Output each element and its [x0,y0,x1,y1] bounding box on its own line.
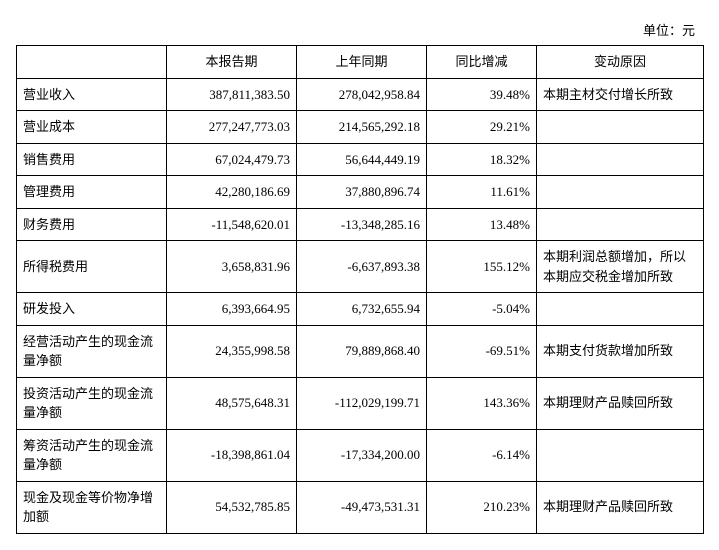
row-label: 营业收入 [17,78,167,111]
row-label: 现金及现金等价物净增加额 [17,481,167,533]
row-label: 营业成本 [17,111,167,144]
row-label: 所得税费用 [17,241,167,293]
cell-reason [537,293,704,326]
cell-reason: 本期理财产品赎回所致 [537,377,704,429]
cell-reason [537,143,704,176]
cell-pct: 11.61% [427,176,537,209]
row-label: 经营活动产生的现金流量净额 [17,325,167,377]
row-label: 研发投入 [17,293,167,326]
cell-current: 6,393,664.95 [167,293,297,326]
cell-current: 54,532,785.85 [167,481,297,533]
table-row: 投资活动产生的现金流量净额48,575,648.31-112,029,199.7… [17,377,704,429]
cell-prev: -13,348,285.16 [297,208,427,241]
cell-prev: 278,042,958.84 [297,78,427,111]
cell-reason: 本期支付货款增加所致 [537,325,704,377]
cell-current: -18,398,861.04 [167,429,297,481]
cell-current: 387,811,383.50 [167,78,297,111]
cell-pct: 155.12% [427,241,537,293]
cell-reason: 本期理财产品赎回所致 [537,481,704,533]
table-wrapper: 单位：元 本报告期 上年同期 同比增减 变动原因 营业收入387,811,383… [16,16,703,534]
unit-label: 单位：元 [16,16,703,45]
cell-current: 67,024,479.73 [167,143,297,176]
row-label: 销售费用 [17,143,167,176]
cell-prev: -49,473,531.31 [297,481,427,533]
cell-prev: 6,732,655.94 [297,293,427,326]
table-row: 营业成本277,247,773.03214,565,292.1829.21% [17,111,704,144]
cell-reason [537,111,704,144]
cell-pct: -69.51% [427,325,537,377]
table-row: 现金及现金等价物净增加额54,532,785.85-49,473,531.312… [17,481,704,533]
cell-pct: 39.48% [427,78,537,111]
cell-current: 24,355,998.58 [167,325,297,377]
col-header-reason: 变动原因 [537,46,704,79]
row-label: 财务费用 [17,208,167,241]
cell-pct: 29.21% [427,111,537,144]
cell-prev: 79,889,868.40 [297,325,427,377]
cell-prev: -6,637,893.38 [297,241,427,293]
cell-reason: 本期主材交付增长所致 [537,78,704,111]
table-row: 筹资活动产生的现金流量净额-18,398,861.04-17,334,200.0… [17,429,704,481]
col-header-blank [17,46,167,79]
cell-prev: 37,880,896.74 [297,176,427,209]
table-row: 财务费用-11,548,620.01-13,348,285.1613.48% [17,208,704,241]
cell-reason: 本期利润总额增加，所以本期应交税金增加所致 [537,241,704,293]
cell-current: 277,247,773.03 [167,111,297,144]
col-header-pct: 同比增减 [427,46,537,79]
table-row: 研发投入6,393,664.956,732,655.94-5.04% [17,293,704,326]
cell-pct: -5.04% [427,293,537,326]
cell-pct: 143.36% [427,377,537,429]
cell-current: 48,575,648.31 [167,377,297,429]
cell-current: 42,280,186.69 [167,176,297,209]
col-header-prev: 上年同期 [297,46,427,79]
cell-prev: 56,644,449.19 [297,143,427,176]
cell-pct: 210.23% [427,481,537,533]
cell-prev: -112,029,199.71 [297,377,427,429]
table-row: 经营活动产生的现金流量净额24,355,998.5879,889,868.40-… [17,325,704,377]
table-header-row: 本报告期 上年同期 同比增减 变动原因 [17,46,704,79]
row-label: 筹资活动产生的现金流量净额 [17,429,167,481]
financial-table: 本报告期 上年同期 同比增减 变动原因 营业收入387,811,383.5027… [16,45,704,534]
table-row: 营业收入387,811,383.50278,042,958.8439.48%本期… [17,78,704,111]
cell-prev: 214,565,292.18 [297,111,427,144]
col-header-current: 本报告期 [167,46,297,79]
cell-pct: 13.48% [427,208,537,241]
row-label: 管理费用 [17,176,167,209]
table-row: 管理费用42,280,186.6937,880,896.7411.61% [17,176,704,209]
cell-current: 3,658,831.96 [167,241,297,293]
cell-pct: 18.32% [427,143,537,176]
cell-pct: -6.14% [427,429,537,481]
cell-reason [537,429,704,481]
table-row: 所得税费用3,658,831.96-6,637,893.38155.12%本期利… [17,241,704,293]
table-row: 销售费用67,024,479.7356,644,449.1918.32% [17,143,704,176]
row-label: 投资活动产生的现金流量净额 [17,377,167,429]
cell-current: -11,548,620.01 [167,208,297,241]
cell-reason [537,208,704,241]
cell-reason [537,176,704,209]
cell-prev: -17,334,200.00 [297,429,427,481]
